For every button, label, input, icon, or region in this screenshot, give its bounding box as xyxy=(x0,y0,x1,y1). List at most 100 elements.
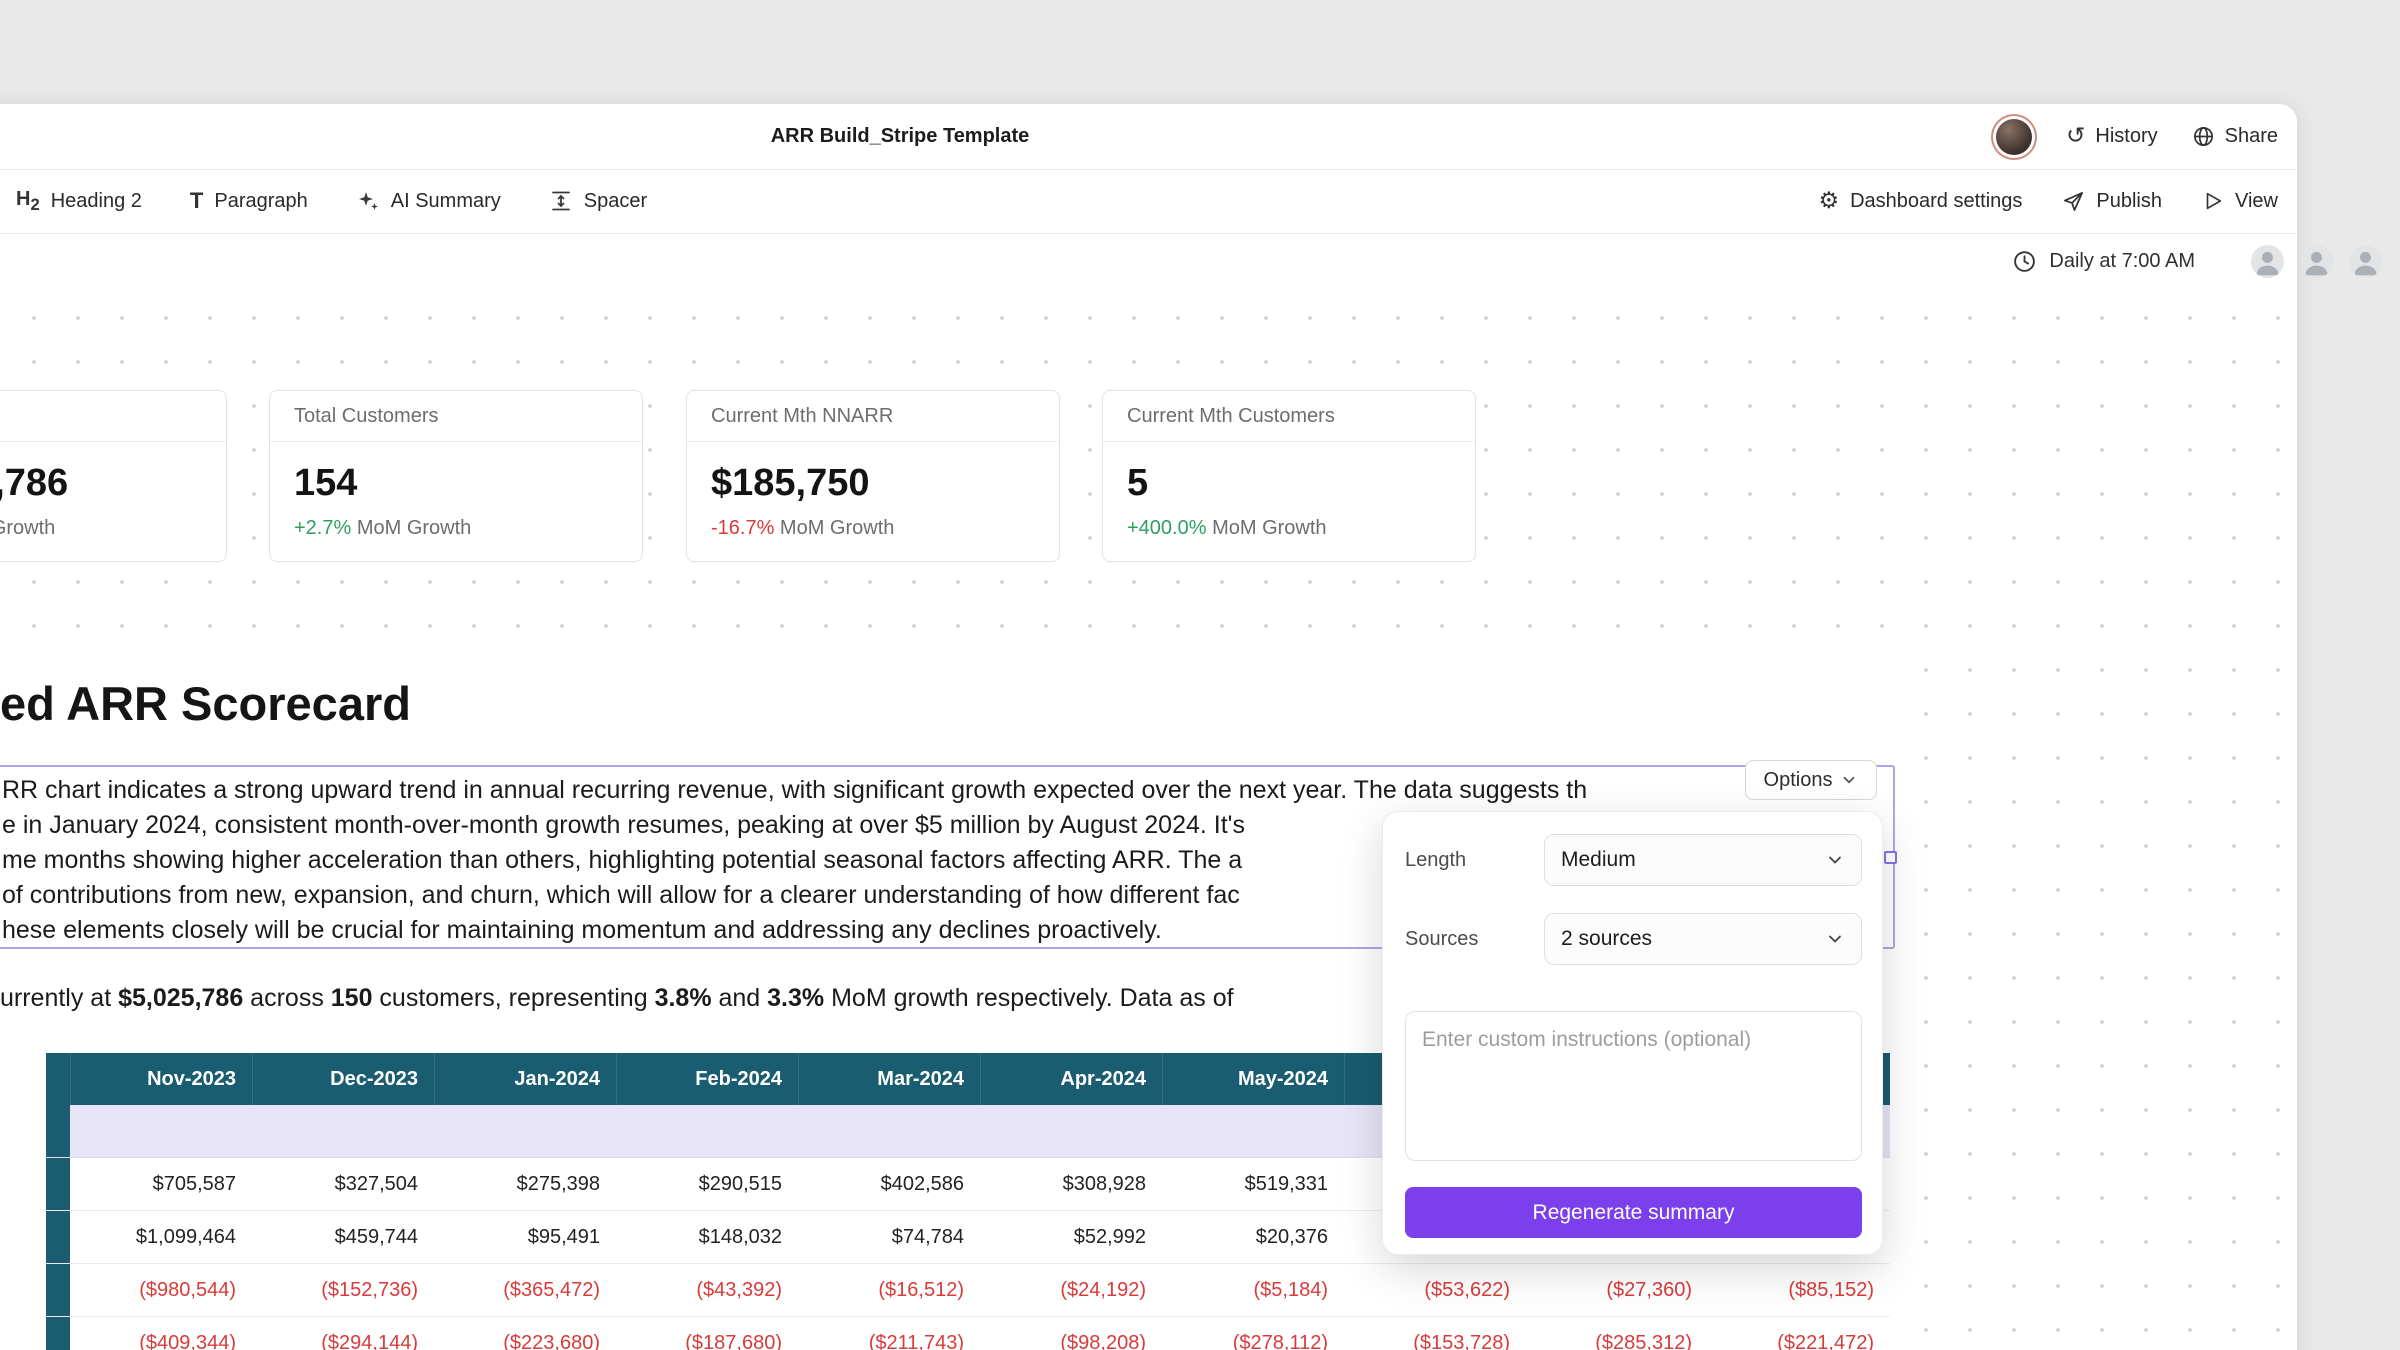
table-cell: $705,587 xyxy=(152,1172,236,1195)
ai-summary-block[interactable]: RR chart indicates a strong upward trend… xyxy=(0,765,1895,949)
paper-plane-icon xyxy=(2062,190,2085,213)
sources-dropdown[interactable]: 2 sources xyxy=(1544,913,1862,965)
kpi-value: 154 xyxy=(294,462,358,504)
summary-stats-segment: and xyxy=(711,984,768,1012)
kpi-growth: +400.0% MoM Growth xyxy=(1127,517,1327,539)
kpi-card-total-customers[interactable]: Total Customers 154 +2.7% MoM Growth xyxy=(269,390,643,562)
table-cell: $459,744 xyxy=(334,1225,418,1248)
sparkle-icon xyxy=(356,189,380,213)
gear-icon: ⚙ xyxy=(1818,187,1840,214)
kpi-card-current-mth-nnarr[interactable]: Current Mth NNARR $185,750 -16.7% MoM Gr… xyxy=(686,390,1060,562)
kpi-delta: +400.0% xyxy=(1127,517,1207,539)
table-cell: ($187,680) xyxy=(685,1331,782,1350)
table-cell: ($278,112) xyxy=(1232,1331,1328,1350)
collaborator-avatars xyxy=(2251,244,2382,278)
titlebar-actions: ↺ History Share xyxy=(1996,104,2278,169)
toolbar-insert-group: H2 Heading 2 T Paragraph AI Summary xyxy=(16,169,647,233)
collaborator-avatar[interactable] xyxy=(2300,244,2333,278)
table-cell: $1,099,464 xyxy=(135,1225,236,1248)
clock-icon xyxy=(2012,249,2037,274)
table-header-label-cell xyxy=(46,1053,70,1105)
user-avatar[interactable] xyxy=(1996,118,2033,155)
toolbar-paragraph-button[interactable]: T Paragraph xyxy=(189,188,308,213)
table-cell: $275,398 xyxy=(516,1172,600,1195)
table-cell xyxy=(434,1105,616,1157)
summary-stats-segment: 3.3% xyxy=(767,984,825,1012)
editor-toolbar: H2 Heading 2 T Paragraph AI Summary xyxy=(0,169,2296,234)
table-cell xyxy=(798,1105,980,1157)
table-cell xyxy=(70,1105,252,1157)
kpi-label: Current Mth Customers xyxy=(1103,391,1475,442)
table-row-label-cell xyxy=(46,1264,70,1316)
selection-resize-handle[interactable] xyxy=(1884,851,1897,864)
table-cell: ($24,192) xyxy=(1060,1278,1146,1301)
kpi-label xyxy=(0,391,226,442)
toolbar-spacer-button[interactable]: Spacer xyxy=(549,189,647,213)
table-cell: ($98,208) xyxy=(1060,1331,1146,1350)
toolbar-actions-group: ⚙ Dashboard settings Publish View xyxy=(1818,169,2278,233)
table-cell: ($16,512) xyxy=(878,1278,964,1301)
table-cell: $52,992 xyxy=(1073,1225,1146,1248)
table-header-cell: Jan-2024 xyxy=(434,1053,616,1105)
custom-instructions-input[interactable] xyxy=(1405,1011,1862,1161)
refresh-schedule[interactable]: Daily at 7:00 AM xyxy=(2012,249,2195,274)
summary-stats-segment: urrently at xyxy=(0,984,119,1012)
paragraph-icon: T xyxy=(189,188,204,213)
summary-stats-segment: 3.8% xyxy=(654,984,712,1012)
publish-button[interactable]: Publish xyxy=(2062,190,2162,213)
ai-options-popover: Length Medium Sources 2 sources Regenera… xyxy=(1382,811,1883,1255)
table-row-label-cell xyxy=(46,1211,70,1263)
table-cell: ($211,743) xyxy=(868,1331,964,1350)
table-cell: $327,504 xyxy=(334,1172,418,1195)
collaborator-avatar[interactable] xyxy=(2349,244,2382,278)
toolbar-heading2-button[interactable]: H2 Heading 2 xyxy=(16,187,142,214)
kpi-value: $185,750 xyxy=(711,462,870,504)
table-cell: $308,928 xyxy=(1062,1172,1146,1195)
table-header-cell: Nov-2023 xyxy=(70,1053,252,1105)
kpi-delta: +2.7% xyxy=(294,517,352,539)
history-icon: ↺ xyxy=(2066,123,2086,149)
ai-summary-line: e in January 2024, consistent month-over… xyxy=(2,811,1245,839)
table-cell: $402,586 xyxy=(880,1172,964,1195)
table-cell: ($5,184) xyxy=(1253,1278,1329,1301)
kpi-card-current-arr[interactable]: $5,025,786 +3.8% MoM Growth xyxy=(0,390,227,562)
share-button[interactable]: Share xyxy=(2192,125,2278,148)
table-row-label-cell xyxy=(46,1317,70,1350)
length-dropdown[interactable]: Medium xyxy=(1544,834,1862,886)
ai-summary-line: me months showing higher acceleration th… xyxy=(2,846,1243,874)
section-heading: ed ARR Scorecard xyxy=(0,677,411,730)
regenerate-summary-button[interactable]: Regenerate summary xyxy=(1405,1187,1862,1238)
kpi-label: Total Customers xyxy=(270,391,642,442)
table-cell xyxy=(980,1105,1162,1157)
table-header-cell: Dec-2023 xyxy=(252,1053,434,1105)
length-row: Length Medium xyxy=(1405,834,1862,886)
options-button[interactable]: Options xyxy=(1745,760,1877,800)
collaborator-avatar[interactable] xyxy=(2251,244,2284,278)
table-cell: ($85,152) xyxy=(1788,1278,1874,1301)
ai-summary-line: hese elements closely will be crucial fo… xyxy=(2,916,1162,944)
view-button[interactable]: View xyxy=(2202,190,2278,213)
kpi-card-current-mth-customers[interactable]: Current Mth Customers 5 +400.0% MoM Grow… xyxy=(1102,390,1476,562)
table-cell: $519,331 xyxy=(1244,1172,1328,1195)
document-title: ARR Build_Stripe Template xyxy=(770,125,1030,147)
table-row: ($980,544) ($152,736) ($365,472) ($43,392) (… xyxy=(46,1264,1890,1317)
table-cell xyxy=(252,1105,434,1157)
table-cell: ($53,622) xyxy=(1424,1278,1510,1301)
table-row-label-cell xyxy=(46,1158,70,1210)
summary-stats-segment: $5,025,786 xyxy=(118,984,244,1012)
kpi-delta: -16.7% xyxy=(711,517,775,539)
toolbar-ai-summary-button[interactable]: AI Summary xyxy=(356,189,501,213)
kpi-label: Current Mth NNARR xyxy=(687,391,1059,442)
kpi-growth: +3.8% MoM Growth xyxy=(0,517,56,539)
ai-summary-text: RR chart indicates a strong upward trend… xyxy=(0,767,1893,947)
chevron-down-icon xyxy=(1825,850,1845,870)
table-cell: $74,784 xyxy=(891,1225,964,1248)
table-cell: ($294,144) xyxy=(321,1331,418,1350)
table-cell xyxy=(1162,1105,1344,1157)
history-button[interactable]: ↺ History xyxy=(2066,123,2158,149)
table-cell: ($221,472) xyxy=(1777,1331,1874,1350)
table-cell: ($153,728) xyxy=(1413,1331,1510,1350)
dashboard-settings-button[interactable]: ⚙ Dashboard settings xyxy=(1818,187,2023,214)
kpi-value: 5 xyxy=(1127,462,1149,504)
